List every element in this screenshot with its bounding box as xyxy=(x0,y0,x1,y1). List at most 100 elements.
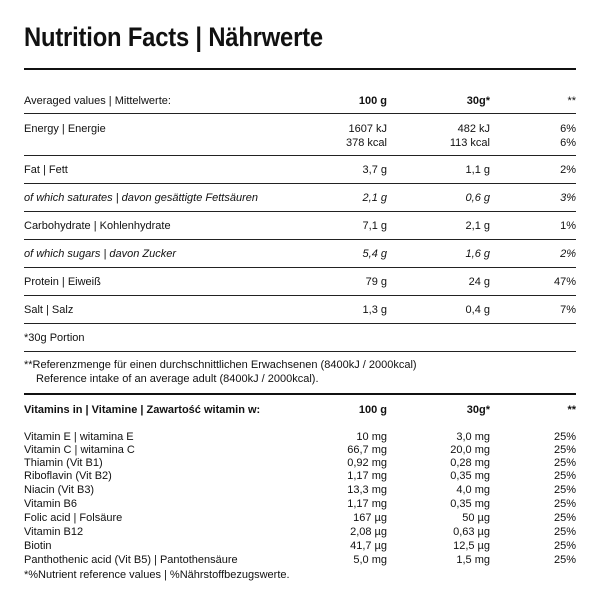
header-label: Averaged values | Mittelwerte: xyxy=(24,95,171,107)
row-divider xyxy=(24,295,576,296)
nutrient-percent: 6% xyxy=(560,123,576,135)
nutrient-value-30g-kcal: 113 kcal xyxy=(449,137,490,149)
nutrient-value-100g: 1607 kJ xyxy=(348,123,387,135)
vitamin-percent: 25% xyxy=(553,512,576,524)
row-divider xyxy=(24,351,576,352)
vitamin-row: Niacin (Vit B3) 13,3 mg 4,0 mg 25% xyxy=(24,484,576,497)
row-divider xyxy=(24,211,576,212)
vitamin-row: Vitamin E | witamina E 10 mg 3,0 mg 25% xyxy=(24,431,576,444)
nutrient-label: Fat | Fett xyxy=(24,164,68,176)
vitamin-percent: 25% xyxy=(553,540,576,552)
nutrient-row-energy: Energy | Energie 1607 kJ 378 kcal 482 kJ… xyxy=(24,122,576,150)
vitamin-percent: 25% xyxy=(553,526,576,538)
vitamin-value-30g: 4,0 mg xyxy=(456,484,490,496)
header-col-30g: 30g* xyxy=(466,95,490,107)
vitamin-row: Folic acid | Folsäure 167 µg 50 µg 25% xyxy=(24,512,576,525)
nutrient-value-30g: 24 g xyxy=(468,276,490,288)
nutrient-value-100g-kcal: 378 kcal xyxy=(346,137,387,149)
title-divider xyxy=(24,68,576,70)
vitamins-header-label: Vitamins in | Vitamine | Zawartość witam… xyxy=(24,404,261,416)
vitamin-row: Vitamin B6 1,17 mg 0,35 mg 25% xyxy=(24,498,576,511)
vitamin-label: Panthothenic acid (Vit B5) | Pantothensä… xyxy=(24,554,238,566)
vitamins-header-col-100g: 100 g xyxy=(358,404,387,416)
vitamin-value-100g: 10 mg xyxy=(356,431,387,443)
nutrient-percent: 3% xyxy=(560,192,576,204)
nutrient-percent-kcal: 6% xyxy=(560,137,576,149)
vitamin-percent: 25% xyxy=(553,457,576,469)
portion-note: *30g Portion xyxy=(24,332,85,344)
vitamin-row: Riboflavin (Vit B2) 1,17 mg 0,35 mg 25% xyxy=(24,470,576,483)
nutrient-label: Salt | Salz xyxy=(24,304,74,316)
nutrient-percent: 2% xyxy=(560,164,576,176)
vitamin-row: Vitamin B12 2,08 µg 0,63 µg 25% xyxy=(24,526,576,539)
vitamin-label: Vitamin C | witamina C xyxy=(24,444,135,456)
row-divider xyxy=(24,323,576,324)
vitamin-value-100g: 0,92 mg xyxy=(347,457,387,469)
vitamin-row: Biotin 41,7 µg 12,5 µg 25% xyxy=(24,540,576,553)
vitamin-percent: 25% xyxy=(553,431,576,443)
vitamin-value-100g: 2,08 µg xyxy=(350,526,387,538)
vitamin-value-30g: 0,28 mg xyxy=(450,457,490,469)
row-divider xyxy=(24,267,576,268)
vitamin-label: Vitamin B12 xyxy=(24,526,84,538)
vitamin-percent: 25% xyxy=(553,484,576,496)
vitamin-value-30g: 50 µg xyxy=(462,512,490,524)
vitamin-value-30g: 3,0 mg xyxy=(456,431,490,443)
vitamin-value-30g: 0,63 µg xyxy=(453,526,490,538)
vitamin-row: Vitamin C | witamina C 66,7 mg 20,0 mg 2… xyxy=(24,444,576,457)
vitamin-value-100g: 13,3 mg xyxy=(347,484,387,496)
vitamin-row: Thiamin (Vit B1) 0,92 mg 0,28 mg 25% xyxy=(24,457,576,470)
nutrient-label: Energy | Energie xyxy=(24,123,106,135)
footer-note: *%Nutrient reference values | %Nährstoff… xyxy=(24,569,290,581)
nutrient-percent: 7% xyxy=(560,304,576,316)
nutrient-value-100g: 7,1 g xyxy=(362,220,387,232)
vitamin-label: Vitamin B6 xyxy=(24,498,77,510)
vitamin-label: Folic acid | Folsäure xyxy=(24,512,123,524)
header-col-percent: ** xyxy=(567,95,576,107)
nutrient-percent: 47% xyxy=(553,276,576,288)
vitamin-percent: 25% xyxy=(553,444,576,456)
nutrient-percent: 1% xyxy=(560,220,576,232)
row-divider xyxy=(24,113,576,114)
vitamin-value-100g: 41,7 µg xyxy=(350,540,387,552)
nutrient-value-30g: 0,4 g xyxy=(465,304,490,316)
page-title: Nutrition Facts | Nährwerte xyxy=(24,22,323,52)
vitamin-value-30g: 0,35 mg xyxy=(450,498,490,510)
nutrient-value-30g: 0,6 g xyxy=(465,192,490,204)
vitamins-header-col-30g: 30g* xyxy=(466,404,490,416)
vitamin-value-30g: 0,35 mg xyxy=(450,470,490,482)
nutrient-value-30g: 2,1 g xyxy=(465,220,490,232)
nutrient-label: of which saturates | davon gesättigte Fe… xyxy=(24,192,258,204)
row-divider xyxy=(24,183,576,184)
row-divider xyxy=(24,155,576,156)
vitamin-value-30g: 12,5 µg xyxy=(453,540,490,552)
vitamin-value-100g: 1,17 mg xyxy=(347,498,387,510)
vitamin-value-100g: 167 µg xyxy=(353,512,387,524)
vitamin-label: Biotin xyxy=(24,540,52,552)
nutrient-label: Carbohydrate | Kohlenhydrate xyxy=(24,220,171,232)
nutrient-value-100g: 79 g xyxy=(365,276,387,288)
vitamin-value-30g: 20,0 mg xyxy=(450,444,490,456)
section-divider xyxy=(24,393,576,395)
vitamin-label: Riboflavin (Vit B2) xyxy=(24,470,112,482)
nutrient-value-30g: 1,6 g xyxy=(465,248,490,260)
vitamin-percent: 25% xyxy=(553,554,576,566)
vitamins-header-col-percent: ** xyxy=(567,404,576,416)
vitamin-label: Niacin (Vit B3) xyxy=(24,484,95,496)
nutrient-percent: 2% xyxy=(560,248,576,260)
nutrient-value-30g: 482 kJ xyxy=(457,123,490,135)
nutrient-value-100g: 3,7 g xyxy=(362,164,387,176)
nutrient-label: Protein | Eiweiß xyxy=(24,276,101,288)
vitamin-percent: 25% xyxy=(553,498,576,510)
vitamin-value-30g: 1,5 mg xyxy=(456,554,490,566)
nutrient-value-100g: 2,1 g xyxy=(362,192,387,204)
row-divider xyxy=(24,239,576,240)
nutrient-value-100g: 5,4 g xyxy=(362,248,387,260)
nutrient-value-100g: 1,3 g xyxy=(362,304,387,316)
vitamin-label: Vitamin E | witamina E xyxy=(24,431,134,443)
vitamin-value-100g: 66,7 mg xyxy=(347,444,387,456)
reference-note-en: Reference intake of an average adult (84… xyxy=(36,373,319,385)
reference-note-de: **Referenzmenge für einen durchschnittli… xyxy=(24,359,417,371)
nutrient-label: of which sugars | davon Zucker xyxy=(24,248,177,260)
vitamin-row: Panthothenic acid (Vit B5) | Pantothensä… xyxy=(24,554,576,567)
